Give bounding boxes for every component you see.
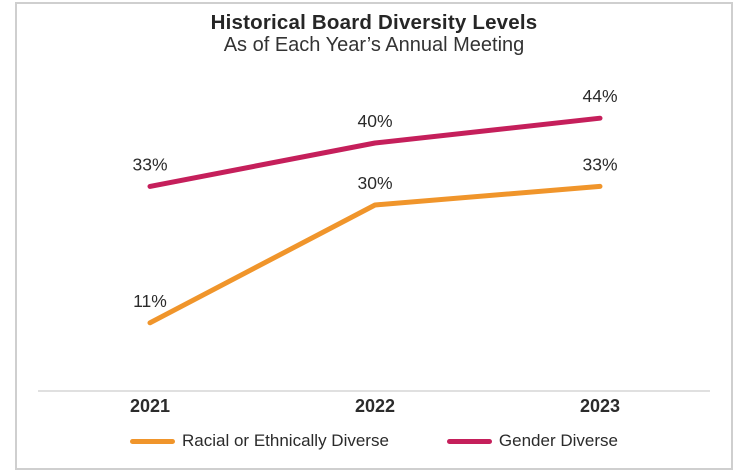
legend-swatch-orange-line (130, 438, 176, 444)
chart-legend: Racial or Ethnically Diverse Gender Dive… (17, 431, 731, 451)
data-label-gender-diverse-2022: 40% (357, 111, 392, 131)
data-label-racial-or-ethnically-diverse-2023: 33% (582, 154, 617, 174)
x-axis-label-2023: 2023 (579, 396, 621, 416)
x-axis-label-2021: 2021 (129, 396, 171, 416)
series-line-racial-or-ethnically-diverse (147, 183, 603, 326)
legend-item-gender-diverse: Gender Diverse (446, 431, 618, 451)
legend-swatch-magenta-line (446, 438, 492, 444)
chart-subtitle: As of Each Year’s Annual Meeting (223, 34, 525, 56)
x-axis-label-2022: 2022 (354, 396, 396, 416)
legend-item-racial-or-ethnically-diverse: Racial or Ethnically Diverse (130, 431, 389, 451)
data-label-racial-or-ethnically-diverse-2021: 11% (133, 291, 167, 311)
legend-label: Gender Diverse (498, 431, 618, 450)
chart-title: Historical Board Diversity Levels (210, 11, 538, 34)
data-label-gender-diverse-2023: 44% (582, 86, 617, 106)
data-label-racial-or-ethnically-diverse-2022: 30% (357, 173, 392, 193)
legend-label: Racial or Ethnically Diverse (182, 431, 389, 450)
series-line-gender-diverse (147, 115, 603, 189)
data-label-gender-diverse-2021: 33% (132, 154, 167, 174)
